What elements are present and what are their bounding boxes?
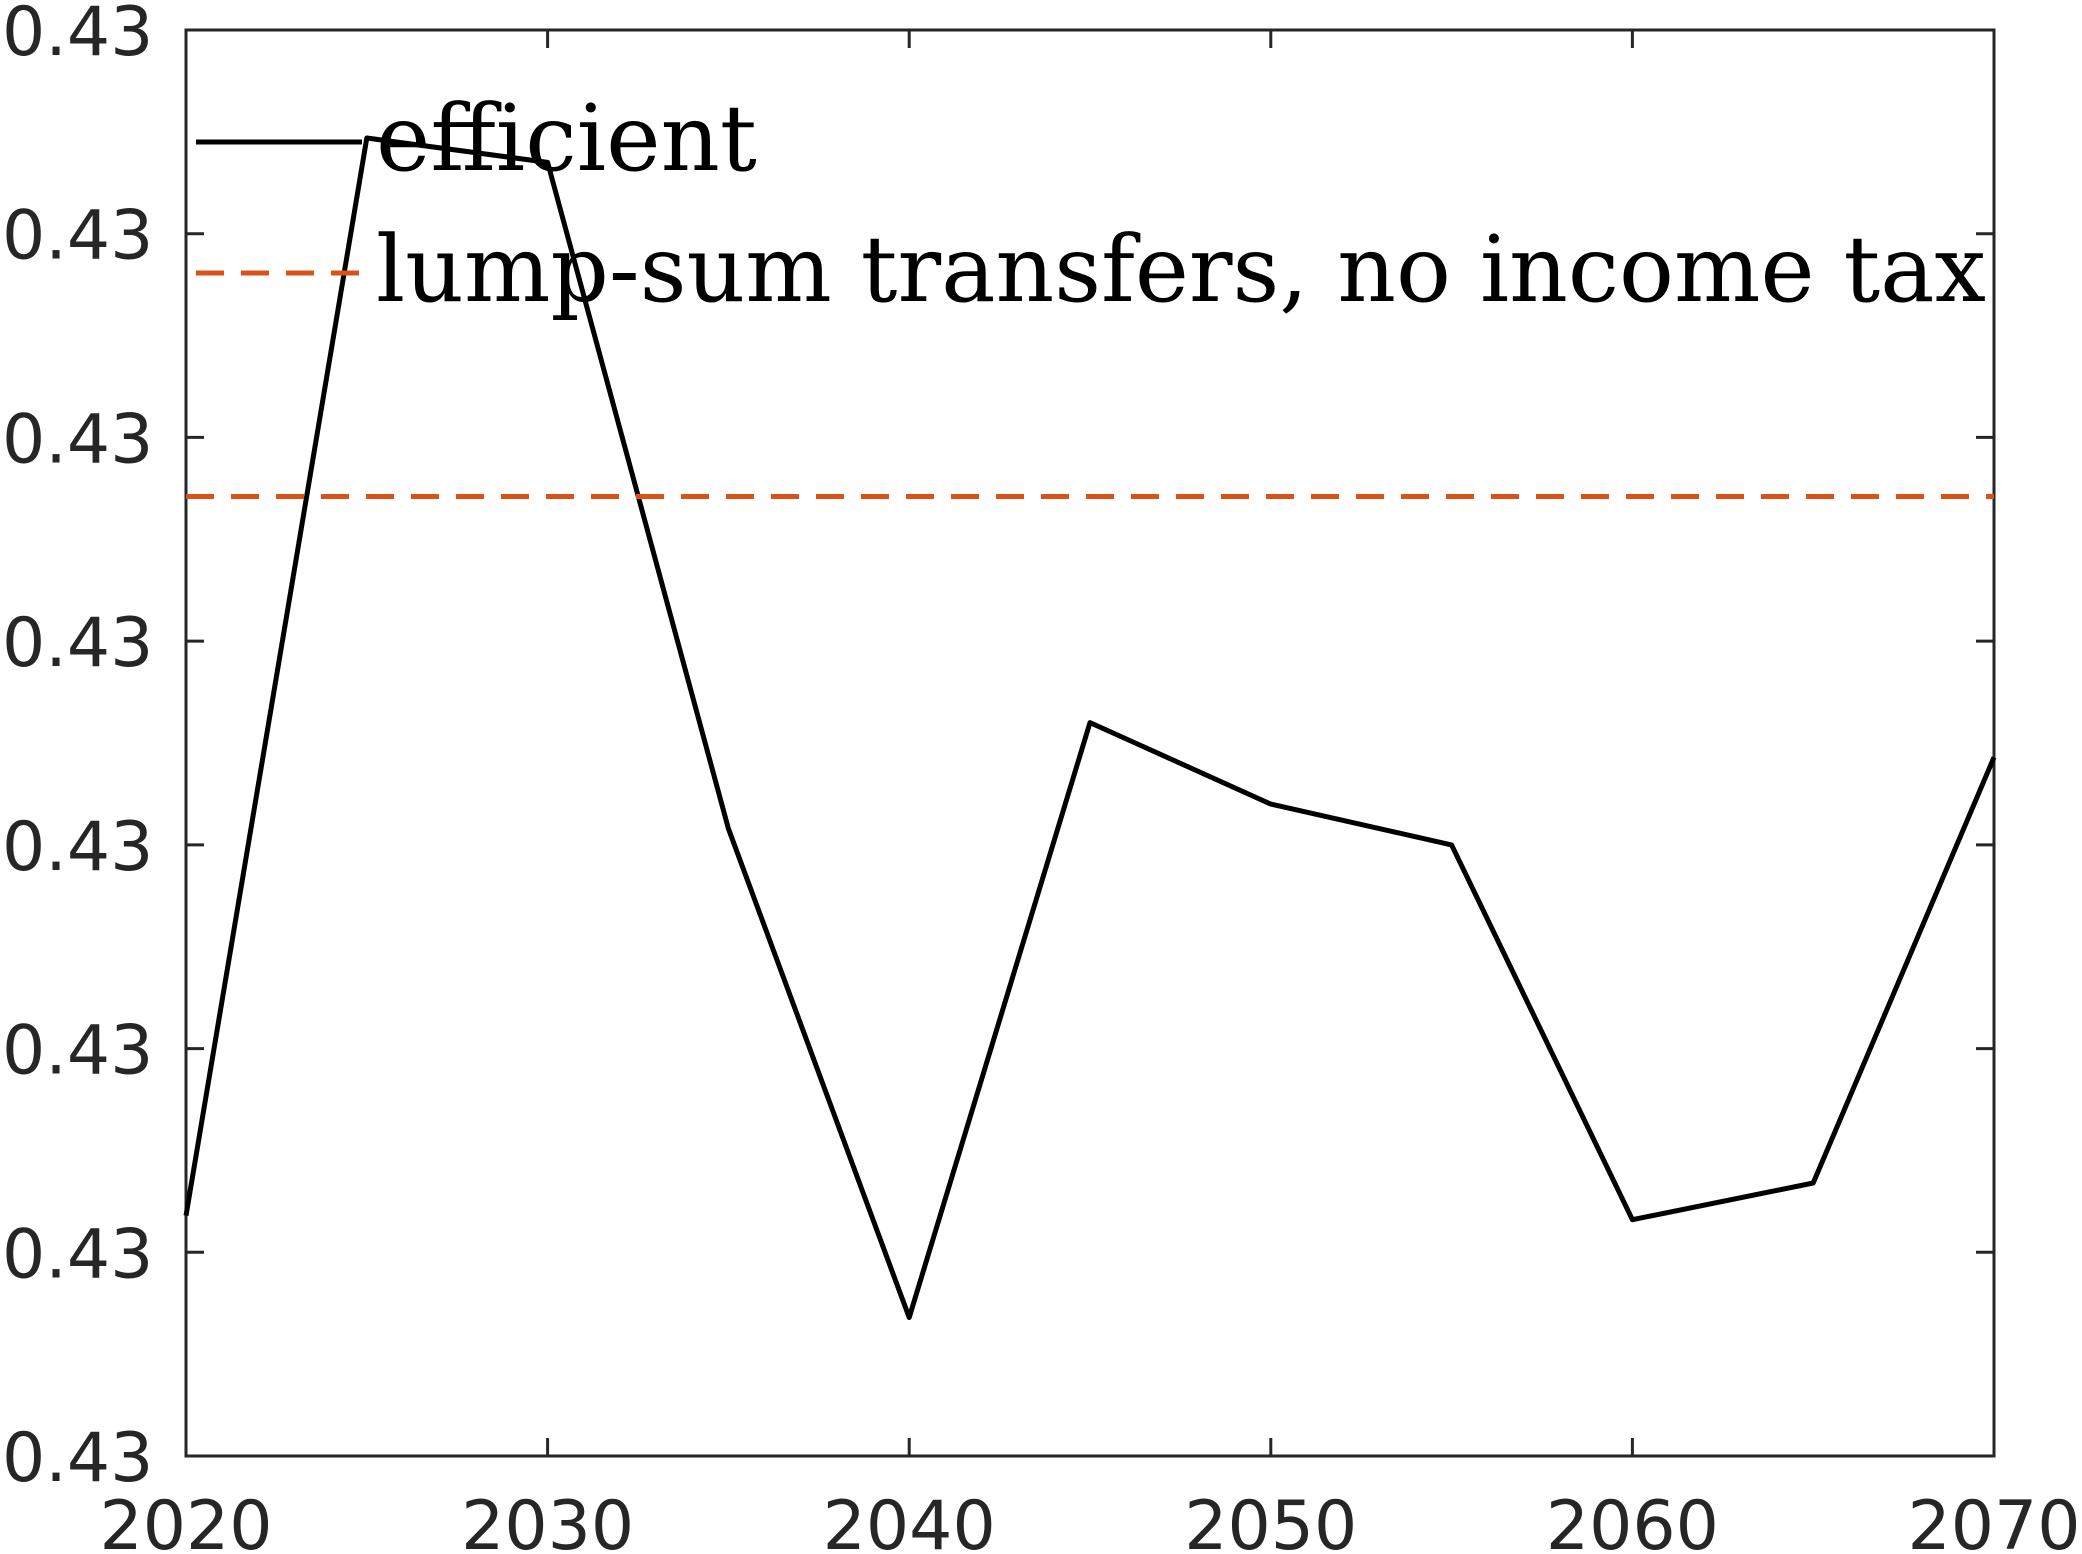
x-tick-label: 2050 bbox=[1184, 1487, 1357, 1554]
y-tick-label: 0.43 bbox=[2, 1012, 153, 1091]
y-tick-label: 0.43 bbox=[2, 197, 153, 276]
x-tick-label: 2040 bbox=[823, 1487, 996, 1554]
axis-ticks bbox=[184, 28, 1996, 1458]
y-tick-label: 0.43 bbox=[2, 604, 153, 683]
x-tick-label: 2030 bbox=[461, 1487, 634, 1554]
series-lines bbox=[183, 135, 1997, 1320]
legend-label-lump-sum-transfers: lump-sum transfers, no income tax bbox=[376, 216, 1986, 323]
x-axis-tick-labels: 2020 2030 2040 2050 2060 2070 bbox=[99, 1487, 2080, 1554]
legend: efficient lump-sum transfers, no income … bbox=[196, 85, 1986, 323]
y-tick-label: 0.43 bbox=[2, 1215, 153, 1294]
series-line-efficient bbox=[183, 135, 1997, 1320]
y-tick-label: 0.43 bbox=[2, 1419, 153, 1498]
y-tick-label: 0.43 bbox=[2, 808, 153, 887]
y-tick-label: 0.43 bbox=[2, 0, 153, 72]
x-tick-label: 2020 bbox=[99, 1487, 272, 1554]
plot-area-frame bbox=[184, 28, 1996, 1458]
x-tick-label: 2070 bbox=[1907, 1487, 2080, 1554]
y-tick-label: 0.43 bbox=[2, 400, 153, 479]
y-axis-tick-labels: 0.43 0.43 0.43 0.43 0.43 0.43 0.43 0.43 bbox=[2, 0, 153, 1498]
legend-label-efficient: efficient bbox=[376, 85, 757, 192]
x-tick-label: 2060 bbox=[1546, 1487, 1719, 1554]
